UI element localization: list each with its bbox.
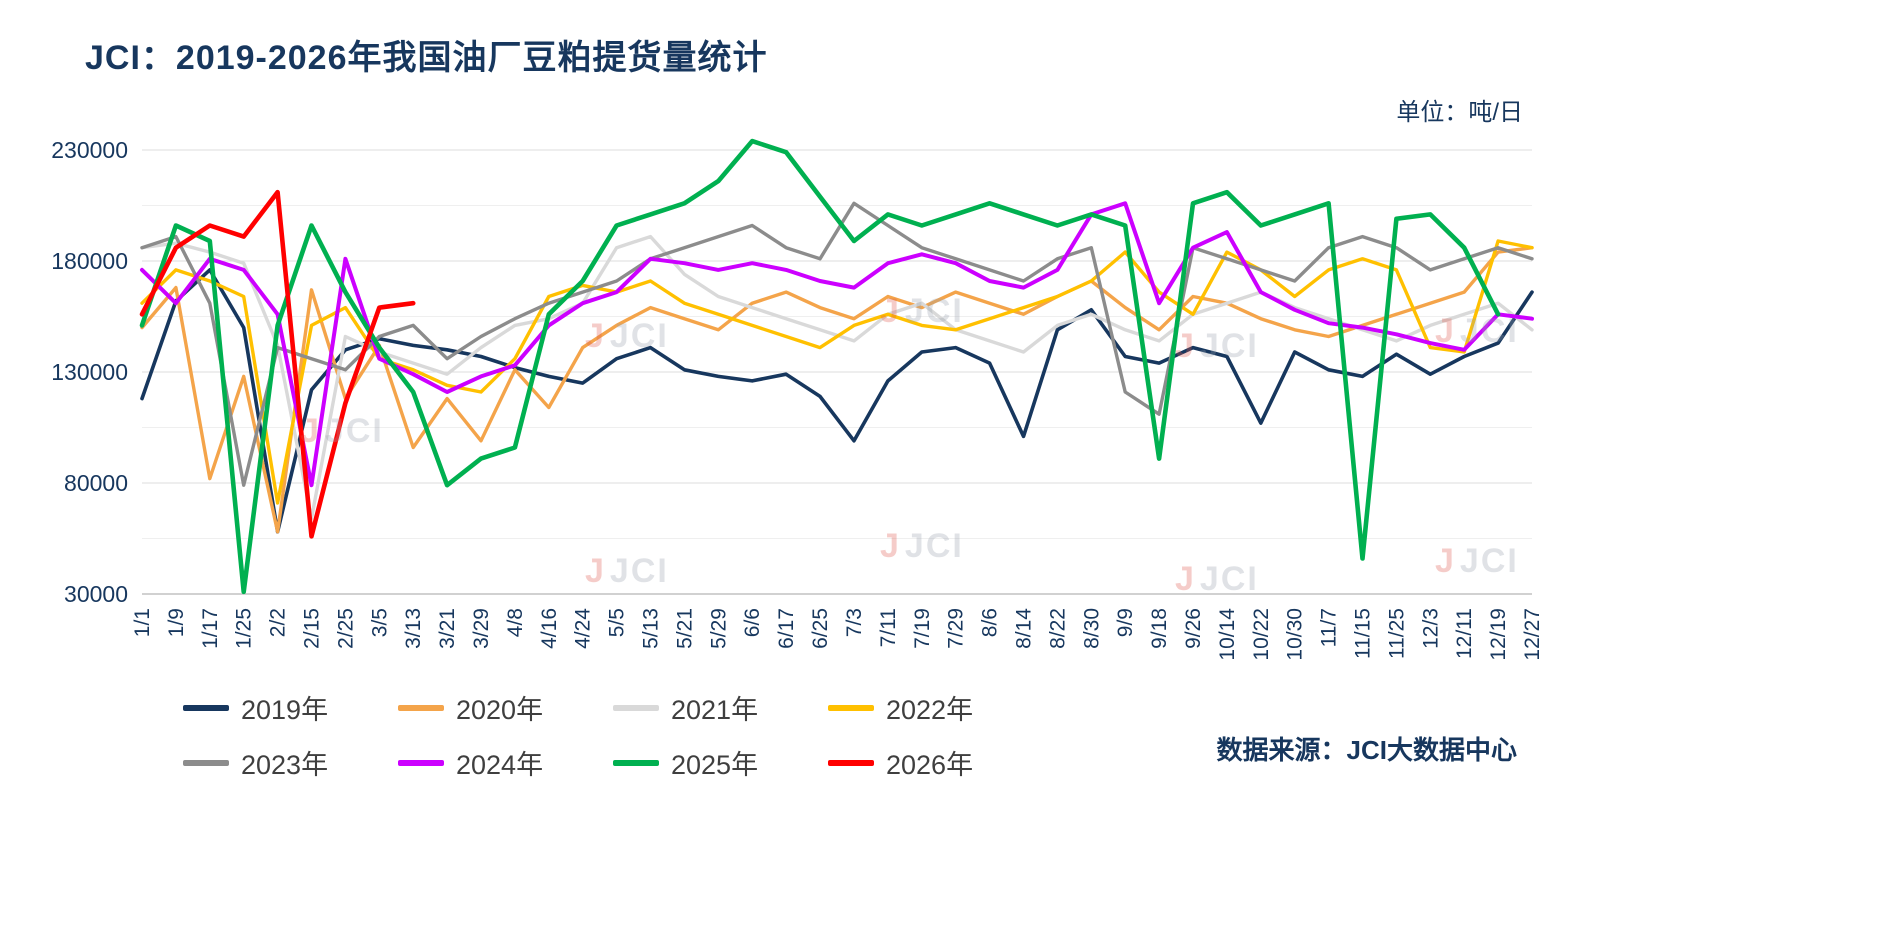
x-tick-label: 3/5 xyxy=(368,608,391,637)
legend-swatch xyxy=(613,759,659,766)
x-tick-label: 5/21 xyxy=(673,608,696,649)
x-tick-label: 6/6 xyxy=(741,608,764,637)
x-tick-label: 4/24 xyxy=(572,608,595,649)
legend-swatch xyxy=(183,704,229,711)
legend-label: 2019年 xyxy=(241,695,329,725)
chart-area: 30000 80000 130000 180000 230000 1/1 1/9 1/17 1/… xyxy=(0,112,1600,677)
y-tick-label: 80000 xyxy=(64,470,128,496)
x-tick-label: 7/11 xyxy=(877,608,900,647)
legend-swatch xyxy=(828,704,874,711)
legend-item-2020: 2020年 xyxy=(398,688,613,727)
x-tick-label: 2/15 xyxy=(301,608,324,649)
x-tick-label: 11/25 xyxy=(1385,608,1408,659)
x-tick-label: 5/29 xyxy=(707,608,730,649)
x-tick-label: 12/11 xyxy=(1453,608,1476,659)
source-label: 数据来源：JCI大数据中心 xyxy=(1216,735,1517,765)
legend-label: 2023年 xyxy=(241,750,329,780)
x-tick-label: 12/27 xyxy=(1521,608,1544,661)
page-title: JCI：2019-2026年我国油厂豆粕提货量统计 xyxy=(85,39,768,77)
x-tick-label: 8/22 xyxy=(1046,608,1069,649)
legend-item-2025: 2025年 xyxy=(613,743,828,782)
x-tick-label: 4/8 xyxy=(504,608,527,637)
x-tick-label: 2/25 xyxy=(334,608,357,649)
x-tick-label: 8/14 xyxy=(1012,608,1035,649)
chart-legend: 2019年 2020年 2021年 2022年 2023年 2024年 2025年 2026年 xyxy=(183,688,1043,782)
series-line-2024 xyxy=(140,201,1534,488)
x-tick-label: 3/13 xyxy=(402,608,425,649)
x-tick-label: 4/16 xyxy=(538,608,561,649)
x-tick-label: 9/18 xyxy=(1148,608,1171,649)
legend-item-2024: 2024年 xyxy=(398,743,613,782)
legend-item-2019: 2019年 xyxy=(183,688,398,727)
series-line-2022 xyxy=(140,239,1534,505)
series-line-2026 xyxy=(139,189,416,539)
x-tick-label: 12/3 xyxy=(1419,608,1442,649)
x-tick-label: 6/25 xyxy=(809,608,832,649)
y-tick-label: 230000 xyxy=(51,137,128,163)
x-tick-label: 2/2 xyxy=(267,608,290,637)
unit-label: 单位：吨/日 xyxy=(1396,99,1523,126)
x-tick-label: 1/17 xyxy=(199,608,222,649)
legend-label: 2026年 xyxy=(886,750,974,780)
x-tick-label: 6/17 xyxy=(775,608,798,649)
x-tick-label: 1/9 xyxy=(165,608,188,637)
line-chart: 30000 80000 130000 180000 230000 1/1 1/9 1/17 1/… xyxy=(51,137,1544,661)
legend-item-2022: 2022年 xyxy=(828,688,1043,727)
x-tick-label: 3/29 xyxy=(470,608,493,649)
x-tick-label: 3/21 xyxy=(436,608,459,649)
legend-item-2023: 2023年 xyxy=(183,743,398,782)
legend-swatch xyxy=(613,704,659,711)
x-tick-label: 7/29 xyxy=(945,608,968,649)
legend-swatch xyxy=(398,704,444,711)
y-tick-label: 30000 xyxy=(64,581,128,607)
series-line-2023 xyxy=(140,201,1534,487)
legend-item-2021: 2021年 xyxy=(613,688,828,727)
legend-label: 2020年 xyxy=(456,695,544,725)
y-tick-label: 180000 xyxy=(51,248,128,274)
x-tick-label: 9/26 xyxy=(1182,608,1205,649)
x-tick-label: 8/6 xyxy=(979,608,1002,637)
x-tick-label: 5/13 xyxy=(640,608,663,649)
legend-label: 2022年 xyxy=(886,695,974,725)
legend-label: 2025年 xyxy=(671,750,759,780)
x-tick-label: 9/9 xyxy=(1114,608,1137,637)
x-tick-label: 12/19 xyxy=(1487,608,1510,661)
legend-label: 2024年 xyxy=(456,750,544,780)
x-tick-label: 10/14 xyxy=(1216,608,1239,661)
series-line-2019 xyxy=(140,268,1534,534)
x-tick-label: 11/7 xyxy=(1318,608,1341,647)
legend-item-2026: 2026年 xyxy=(828,743,1043,782)
x-tick-label: 8/30 xyxy=(1080,608,1103,649)
series-line-2025 xyxy=(139,138,1501,595)
series-line-2020 xyxy=(140,246,1534,534)
legend-swatch xyxy=(828,759,874,766)
legend-swatch xyxy=(183,759,229,766)
x-tick-label: 10/22 xyxy=(1250,608,1273,661)
legend-swatch xyxy=(398,759,444,766)
x-tick-label: 7/19 xyxy=(911,608,934,649)
y-tick-label: 130000 xyxy=(51,359,128,385)
x-tick-label: 5/5 xyxy=(606,608,629,637)
x-tick-label: 1/1 xyxy=(131,608,154,637)
x-tick-label: 10/30 xyxy=(1284,608,1307,661)
x-tick-label: 7/3 xyxy=(843,608,866,637)
x-tick-label: 11/15 xyxy=(1351,608,1374,659)
legend-label: 2021年 xyxy=(671,695,759,725)
x-tick-label: 1/25 xyxy=(233,608,256,649)
